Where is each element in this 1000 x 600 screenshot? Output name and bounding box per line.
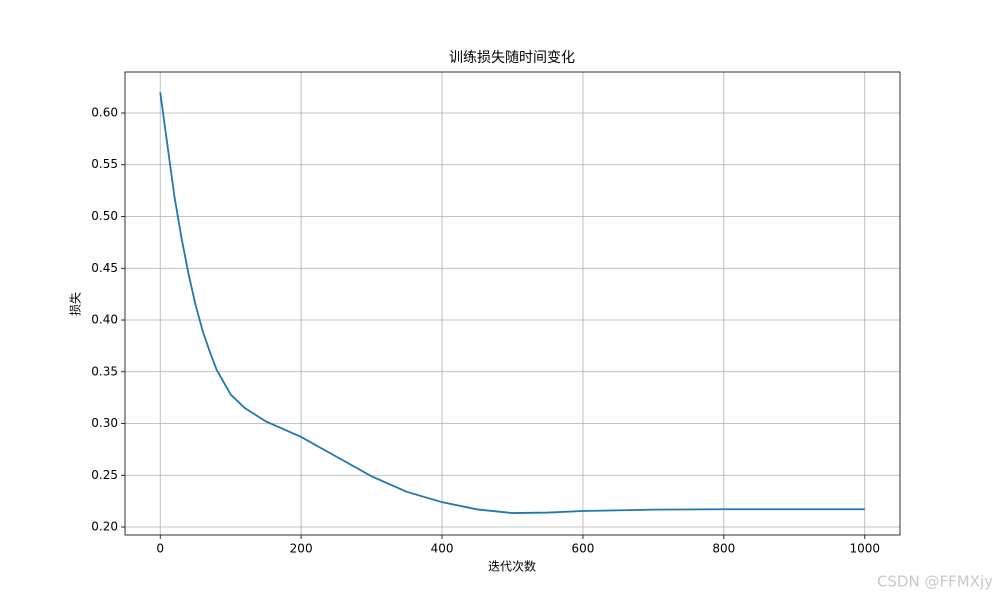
watermark: CSDN @FFMXjy [877, 573, 993, 591]
y-tick-label: 0.20 [91, 520, 118, 534]
y-tick-label: 0.30 [91, 416, 118, 430]
data-line [159, 92, 865, 514]
y-tick-label: 0.50 [91, 209, 118, 223]
x-tick-label: 800 [712, 542, 735, 556]
y-tick-label: 0.45 [91, 261, 118, 275]
y-tick-label: 0.55 [91, 157, 118, 171]
x-axis-label: 迭代次数 [488, 559, 536, 574]
x-tick-label: 0 [156, 542, 164, 556]
y-axis-label: 损失 [68, 292, 83, 316]
x-tick-label: 400 [431, 542, 454, 556]
chart-title: 训练损失随时间变化 [449, 50, 575, 66]
y-tick-label: 0.25 [91, 468, 118, 482]
y-tick-label: 0.35 [91, 364, 118, 378]
y-tick-label: 0.40 [91, 313, 118, 327]
x-tick-label: 200 [290, 542, 313, 556]
plot-frame [124, 71, 901, 536]
x-tick-label: 1000 [849, 542, 880, 556]
y-tick-label: 0.60 [91, 105, 118, 119]
x-tick-label: 600 [572, 542, 595, 556]
